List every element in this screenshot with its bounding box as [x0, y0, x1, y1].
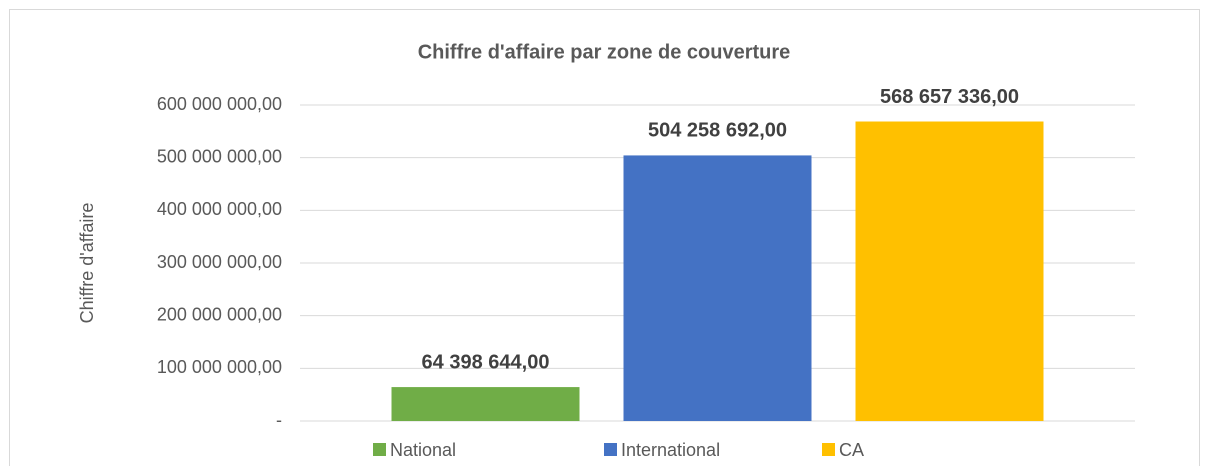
y-axis-label: Chiffre d'affaire — [77, 203, 97, 324]
legend-swatch — [373, 443, 386, 456]
legend-label: National — [390, 440, 456, 460]
legend-label: CA — [839, 440, 864, 460]
legend-swatch — [604, 443, 617, 456]
y-tick-label: 100 000 000,00 — [157, 357, 282, 377]
bar — [623, 155, 812, 421]
data-label: 504 258 692,00 — [648, 120, 787, 142]
chart-title: Chiffre d'affaire par zone de couverture — [418, 41, 791, 63]
y-tick-label: 200 000 000,00 — [157, 304, 282, 324]
y-tick-label: 300 000 000,00 — [157, 252, 282, 272]
bar — [391, 387, 580, 421]
y-tick-label: 600 000 000,00 — [157, 94, 282, 114]
data-label: 64 398 644,00 — [422, 351, 550, 373]
y-tick-label: - — [276, 410, 282, 430]
legend-label: International — [621, 440, 720, 460]
y-tick-label: 400 000 000,00 — [157, 199, 282, 219]
data-label: 568 657 336,00 — [880, 86, 1019, 108]
y-tick-label: 500 000 000,00 — [157, 146, 282, 166]
legend-swatch — [822, 443, 835, 456]
bar — [855, 121, 1044, 421]
